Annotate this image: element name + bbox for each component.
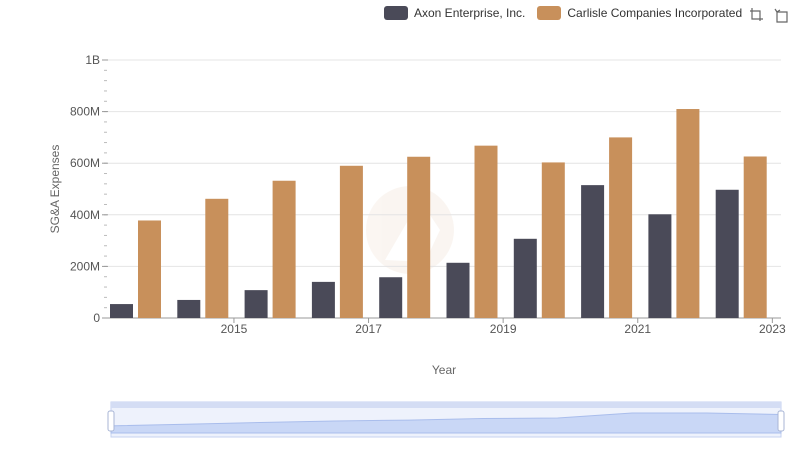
legend-swatch-carlisle [537,6,562,20]
bar-axon-2017[interactable] [311,281,335,318]
bar-axon-2022[interactable] [648,214,672,318]
bar-axon-2014[interactable] [110,304,133,318]
bar-axon-2015[interactable] [177,299,201,318]
x-axis-title: Year [432,363,456,377]
y-tick-label: 1B [85,53,100,67]
bar-axon-2021[interactable] [581,185,605,318]
restore-icon[interactable] [773,6,791,24]
x-tick-label: 2023 [759,322,786,336]
bar-carlisle-2017[interactable] [339,165,363,318]
bar-carlisle-2015[interactable] [205,198,229,318]
bar-carlisle-2020[interactable] [541,162,565,318]
x-tick-label: 2021 [624,322,651,336]
bar-carlisle-2016[interactable] [272,180,296,318]
range-slider[interactable] [107,401,785,438]
x-tick-label: 2019 [490,322,517,336]
legend-swatch-axon [384,6,408,20]
legend-label-axon: Axon Enterprise, Inc. [414,6,526,20]
legend: Axon Enterprise, Inc. Carlisle Companies… [384,4,754,22]
y-axis-title: SG&A Expenses [48,145,62,234]
y-axis: 0 200M 400M 600M 800M 1B [70,53,108,325]
bar-carlisle-2022[interactable] [676,109,700,319]
x-tick-label: 2017 [355,322,382,336]
legend-item-carlisle[interactable]: Carlisle Companies Incorporated [537,6,742,20]
x-tick-label: 2015 [221,322,248,336]
bar-axon-2020[interactable] [513,238,537,318]
zoom-icon[interactable] [747,6,765,24]
bars [110,109,767,319]
slider-handle-right[interactable] [777,410,785,432]
bar-carlisle-2014[interactable] [138,220,161,318]
y-tick-label: 800M [70,105,100,119]
x-axis: 2015 2017 2019 2021 2023 [108,317,786,336]
y-tick-label: 0 [93,311,100,325]
bar-axon-2016[interactable] [244,290,268,318]
y-tick-label: 200M [70,259,100,273]
legend-item-axon[interactable]: Axon Enterprise, Inc. [384,6,525,20]
bar-axon-2023[interactable] [715,189,739,318]
slider-top-bar[interactable] [111,402,781,408]
y-tick-label: 600M [70,156,100,170]
legend-label-carlisle: Carlisle Companies Incorporated [567,6,743,20]
slider-handle-left[interactable] [107,410,115,432]
y-minor-ticks [104,69,107,309]
bar-carlisle-2018[interactable] [407,156,431,318]
y-tick-label: 400M [70,208,100,222]
bar-carlisle-2023[interactable] [743,156,767,318]
chart-toolbar [747,6,799,24]
bar-carlisle-2021[interactable] [609,137,633,318]
bar-axon-2019[interactable] [446,262,470,318]
bar-carlisle-2019[interactable] [474,145,498,318]
bar-axon-2018[interactable] [379,277,403,318]
